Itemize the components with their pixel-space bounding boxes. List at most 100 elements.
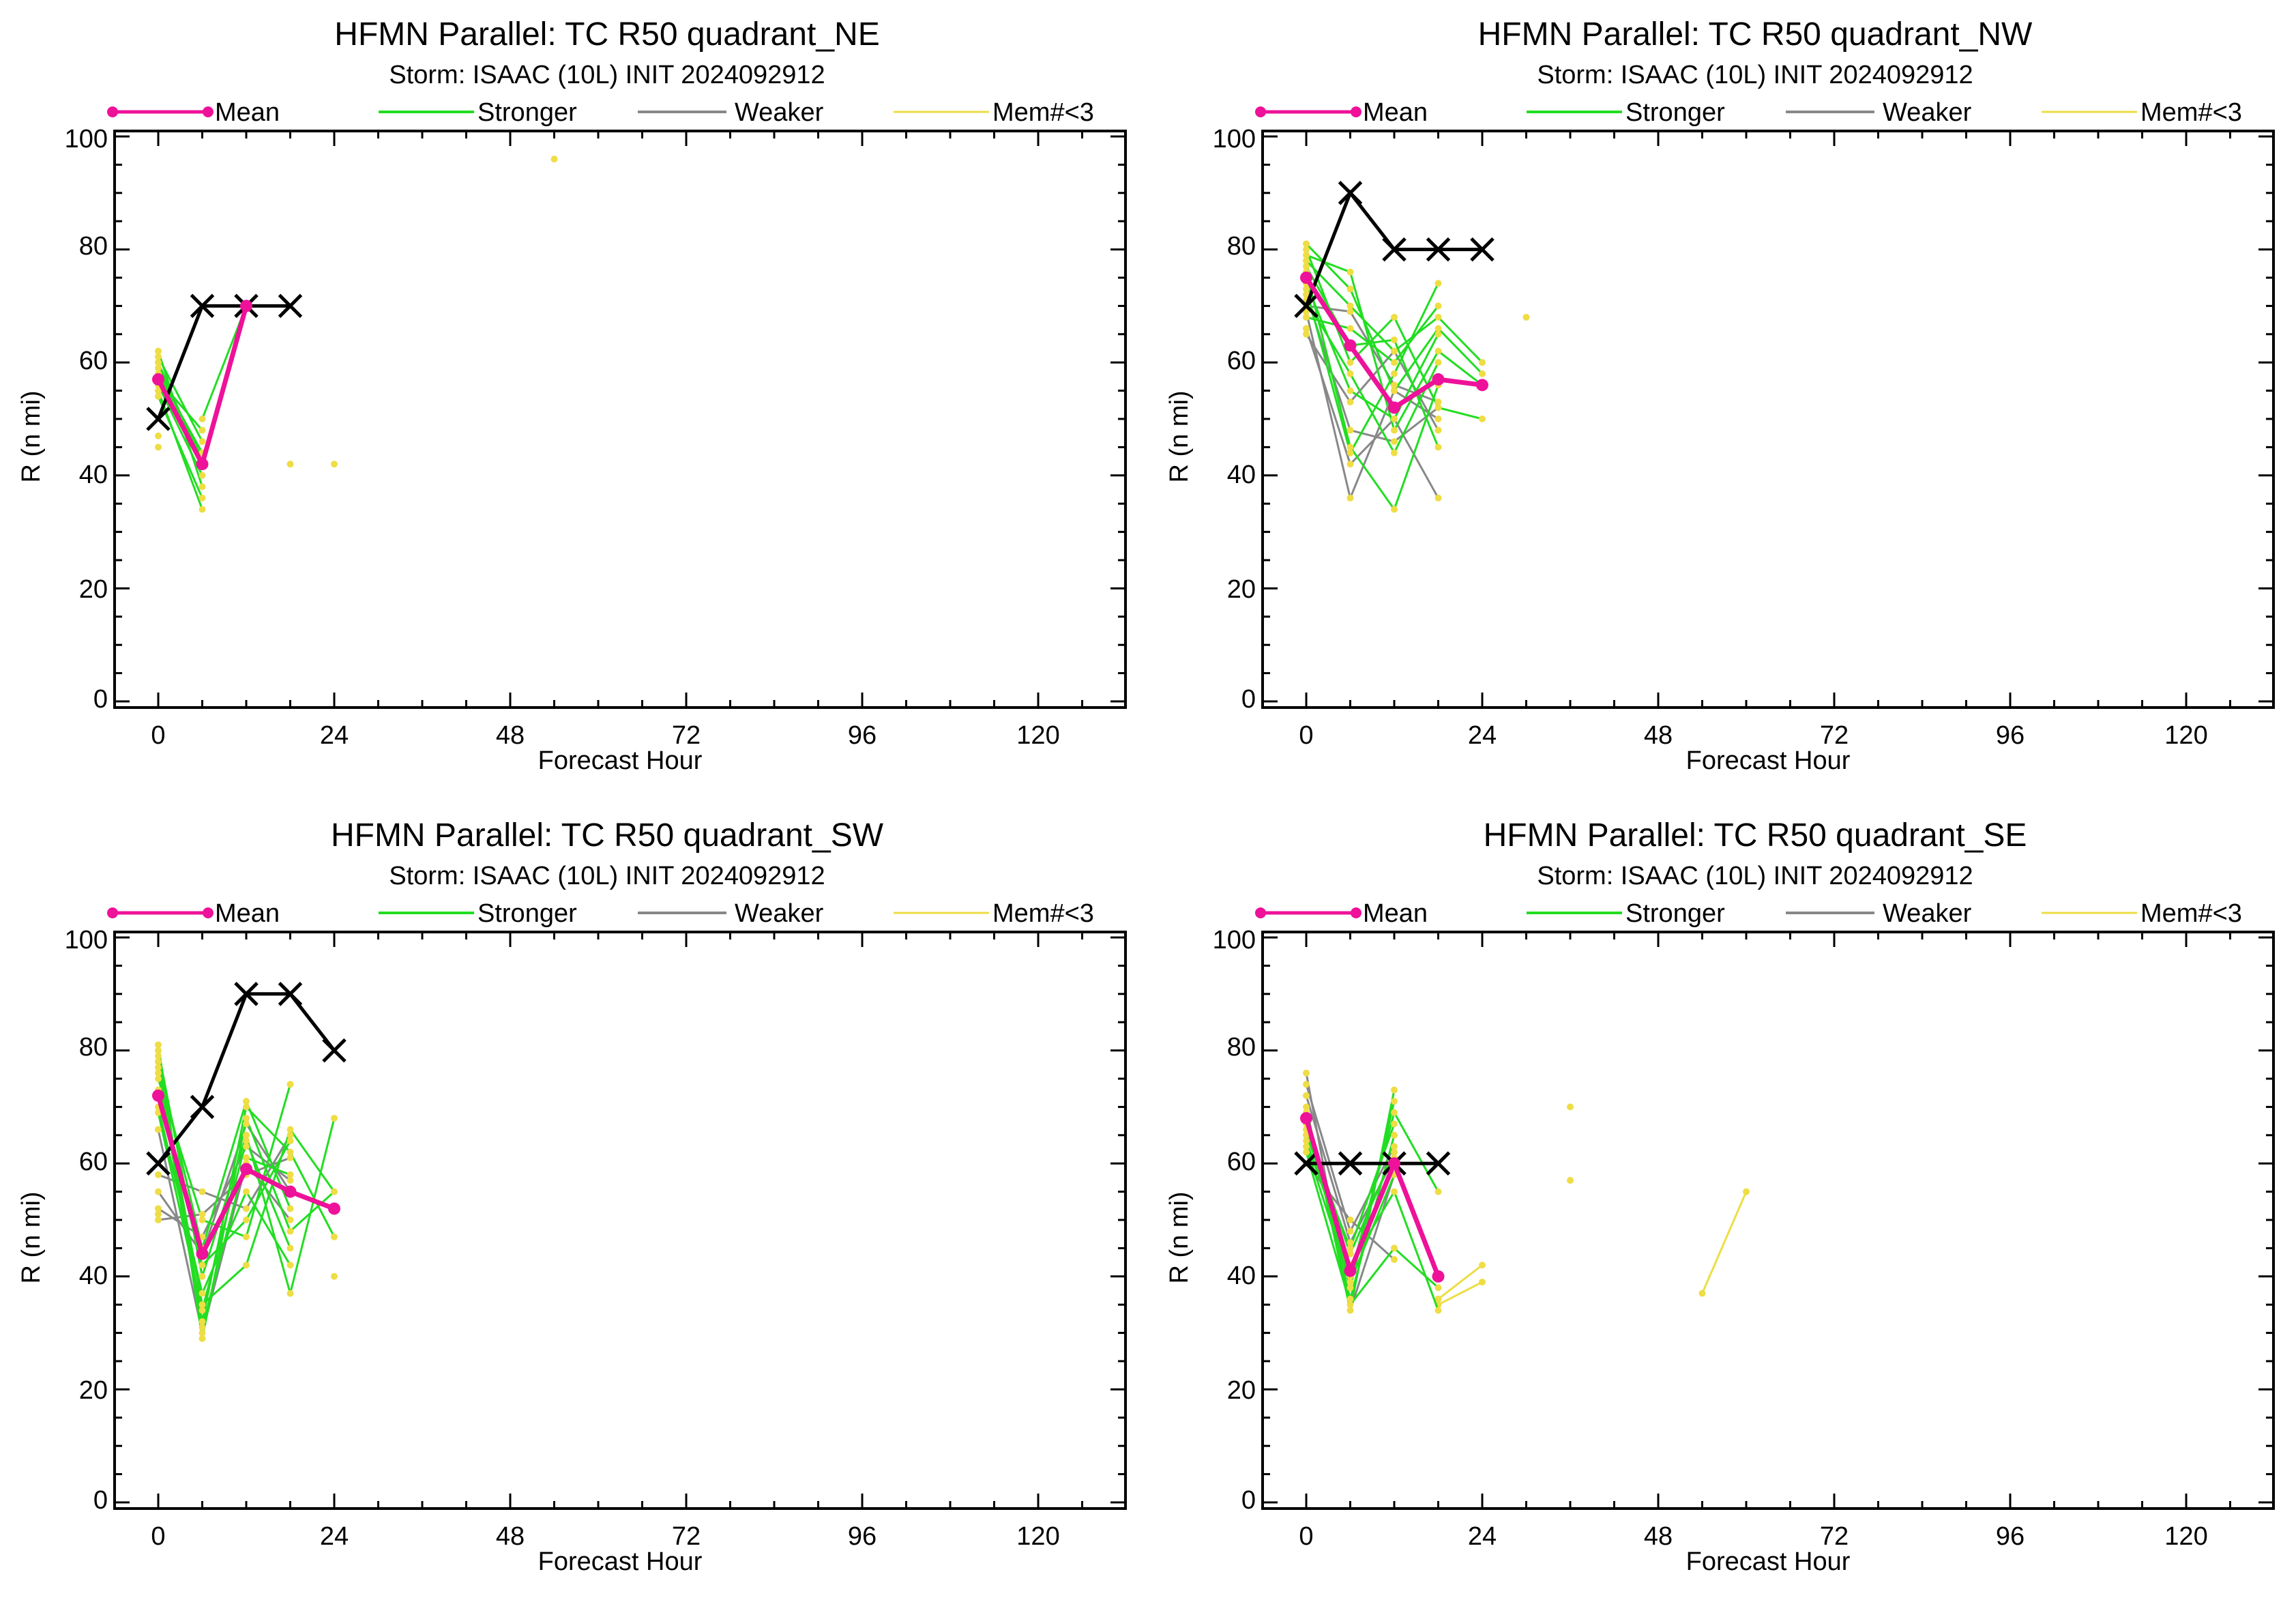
stronger-member-line	[1306, 305, 1439, 364]
few-members-point	[155, 443, 162, 451]
member-point	[155, 1069, 162, 1077]
x-tick-label: 72	[1820, 721, 1849, 750]
mean-point	[1300, 1111, 1312, 1124]
legend-stronger-label: Stronger	[1625, 899, 1725, 928]
y-tick-label: 0	[93, 1486, 108, 1515]
member-point	[1303, 251, 1310, 259]
x-tick-label: 96	[1996, 721, 2025, 750]
mean-point	[1388, 401, 1400, 414]
weaker-member-line	[157, 1129, 291, 1333]
member-point	[198, 1233, 206, 1240]
member-point	[1303, 1069, 1310, 1077]
member-point	[243, 1120, 250, 1128]
x-tick-label: 120	[1016, 1522, 1059, 1551]
best-track-marker	[1294, 293, 1319, 319]
member-point	[1346, 1279, 1354, 1286]
member-point	[1303, 263, 1310, 270]
x-tick-label: 96	[1996, 1522, 2025, 1551]
member-point	[155, 353, 162, 360]
x-tick-label: 120	[1016, 721, 1059, 750]
panel-title: HFMN Parallel: TC R50 quadrant_NW	[1478, 16, 2033, 53]
best-track-marker	[1338, 1151, 1363, 1176]
member-point	[1434, 426, 1442, 434]
mean-point	[1344, 339, 1357, 352]
legend-mean-marker	[107, 106, 118, 117]
best-track-marker	[146, 407, 171, 431]
stronger-member-line	[157, 1112, 291, 1311]
legend: Mean Stronger Weaker Mem#<3	[107, 899, 1094, 928]
member-point	[155, 1171, 162, 1178]
few-members-point	[286, 461, 294, 468]
best-track-marker	[322, 1038, 347, 1063]
legend-few-members-label: Mem#<3	[2140, 98, 2242, 127]
member-point	[1303, 313, 1310, 321]
member-point	[1303, 1137, 1310, 1145]
panel-subtitle: Storm: ISAAC (10L) INIT 2024092912	[1537, 61, 1973, 89]
y-tick-label: 40	[1227, 1262, 1256, 1290]
member-point	[155, 1064, 162, 1071]
y-tick-label: 20	[1227, 1376, 1256, 1405]
member-point	[1391, 1086, 1398, 1094]
legend-weaker-label: Weaker	[735, 98, 824, 127]
member-point	[1303, 246, 1310, 253]
member-point	[1434, 347, 1442, 355]
member-point	[1391, 1131, 1398, 1139]
few-members-point	[1698, 1290, 1706, 1297]
member-point	[1434, 330, 1442, 338]
member-point	[1346, 370, 1354, 377]
best-track-marker	[278, 293, 303, 319]
member-point	[1303, 1103, 1310, 1111]
y-tick-label: 100	[65, 926, 108, 955]
member-point	[286, 1290, 294, 1297]
x-tick-label: 48	[1644, 1522, 1673, 1551]
member-point	[198, 1324, 206, 1331]
member-point	[1391, 359, 1398, 366]
member-point	[331, 1233, 338, 1240]
member-point	[286, 1081, 294, 1088]
y-axis-label: R (n mi)	[17, 1191, 46, 1283]
member-point	[1303, 240, 1310, 248]
x-tick-label: 96	[848, 721, 877, 750]
y-tick-label: 0	[93, 685, 108, 714]
member-point	[1391, 1120, 1398, 1128]
legend-weaker-label: Weaker	[1883, 98, 1972, 127]
y-tick-label: 100	[1213, 125, 1256, 154]
panel-subtitle: Storm: ISAAC (10L) INIT 2024092912	[389, 61, 825, 89]
member-point	[1303, 1143, 1310, 1150]
few-members-point	[331, 461, 338, 468]
legend-stronger-label: Stronger	[477, 98, 577, 127]
member-point	[243, 1205, 250, 1212]
legend-mean-marker	[203, 907, 214, 918]
mean-point	[240, 1163, 252, 1176]
member-point	[1434, 313, 1442, 321]
x-tick-label: 120	[2164, 721, 2207, 750]
legend-stronger-label: Stronger	[1625, 98, 1725, 127]
member-point	[155, 392, 162, 400]
few-members-point	[1479, 1279, 1486, 1286]
member-point	[243, 1217, 250, 1223]
y-tick-label: 40	[1227, 461, 1256, 489]
member-point	[198, 416, 206, 422]
member-point	[1346, 1284, 1354, 1292]
member-point	[286, 1154, 294, 1161]
panel-se: HFMN Parallel: TC R50 quadrant_SE Storm:…	[1165, 817, 2275, 1576]
few-members-point	[155, 432, 162, 439]
axis-ticks	[1263, 932, 2273, 1509]
member-point	[155, 347, 162, 355]
member-point	[1346, 1307, 1354, 1314]
legend-few-members-label: Mem#<3	[2140, 899, 2242, 928]
member-point	[1391, 1244, 1398, 1252]
legend-mean-label: Mean	[1363, 899, 1428, 928]
x-axis-label: Forecast Hour	[1686, 746, 1851, 775]
mean-point	[196, 1247, 209, 1260]
few-members-point	[1567, 1177, 1574, 1184]
x-tick-labels: 0 24 48 72 96 120	[1299, 721, 2207, 750]
member-point	[198, 494, 206, 501]
member-point	[1346, 461, 1354, 468]
axis-ticks	[115, 932, 1125, 1509]
y-tick-label: 20	[79, 575, 108, 604]
member-point	[1303, 330, 1310, 338]
y-tick-label: 60	[1227, 347, 1256, 375]
member-point	[286, 1227, 294, 1235]
member-point	[1346, 308, 1354, 315]
